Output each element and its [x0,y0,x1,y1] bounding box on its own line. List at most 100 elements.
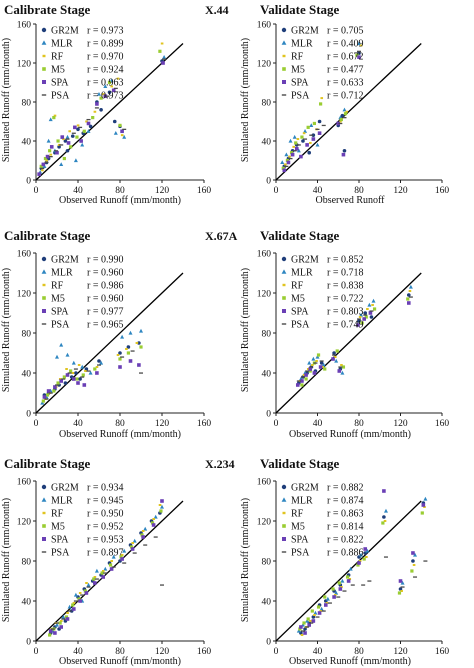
data-point [97,364,101,366]
x-tick-label: 0 [274,419,279,429]
data-point [75,377,79,381]
data-point [423,560,428,562]
data-point [338,587,343,591]
data-point [80,364,85,369]
data-point [397,591,402,595]
data-point [72,607,76,611]
data-point [340,370,345,375]
data-point [332,354,337,356]
data-point [86,582,91,587]
data-point [53,631,57,635]
data-point [81,373,85,377]
legend-r-value: r = 0.924 [87,65,123,76]
panel-1: Calibrate Stage Simulated Runoff (mm/mon… [1,2,211,206]
legend-marker [41,484,47,490]
data-point [311,356,316,361]
data-point [357,318,361,320]
data-point [363,311,368,315]
data-point [59,379,63,383]
data-point [305,143,309,147]
data-point [362,557,366,561]
legend-marker [42,537,46,541]
legend-label: RF [291,281,304,292]
data-point [44,398,49,400]
legend-r-value: r = 0.705 [327,26,363,37]
data-point [300,379,304,383]
data-point [60,135,65,139]
data-point [292,134,297,139]
data-point [340,113,345,118]
data-point [162,54,167,59]
data-point [383,520,387,522]
data-point [325,602,329,604]
legend-label: M5 [291,65,305,76]
data-point [125,348,128,350]
legend-marker [281,484,287,490]
data-point [319,361,324,365]
data-point [421,503,426,507]
data-point [118,123,122,127]
data-point [309,366,314,368]
data-point [45,154,50,159]
data-point [58,378,62,380]
data-point [160,42,164,45]
data-point [65,373,70,377]
x-tick-label: 120 [393,647,408,657]
data-point [346,579,351,583]
y-tick-label: 40 [22,138,32,148]
data-point [313,614,316,616]
y-tick-label: 40 [262,598,272,608]
data-point [66,141,71,145]
data-point [316,353,321,357]
data-point [359,552,364,557]
data-point [337,581,341,585]
legend-marker [282,309,286,313]
data-point [64,615,69,619]
data-point [357,319,361,323]
plot-area: 0 40 80 120 160 0 40 80 120 160 GR2M r = 0.882 MLR r … [257,478,450,658]
data-point [160,584,164,586]
data-point [301,139,305,143]
data-point [159,509,163,513]
data-point [39,164,43,168]
legend-r-value: r = 0.814 [327,522,363,533]
y-tick-label: 80 [22,558,32,568]
data-point [62,138,65,141]
legend-marker [41,497,47,502]
data-point [111,566,116,568]
data-point [137,363,141,367]
legend-label: M5 [291,294,305,305]
data-point [63,381,68,385]
data-point [356,323,360,327]
legend-label: PSA [291,91,310,102]
data-point [73,158,78,163]
y-tick-label: 120 [257,60,272,70]
data-point [65,617,70,621]
data-point [71,603,75,607]
data-point [88,124,93,129]
data-point [407,301,411,305]
data-point [309,123,314,127]
station-label: X.67A [205,229,238,243]
data-point [306,617,310,621]
panel-title: Validate Stage [260,2,340,17]
data-point [371,298,376,303]
data-point [71,372,75,374]
data-point [46,389,51,393]
data-point [65,352,70,357]
data-point [94,107,99,109]
data-point [310,609,314,613]
data-point [79,139,83,143]
legend-marker [282,296,286,300]
data-point [309,134,314,136]
data-point [383,508,388,513]
data-point [372,307,377,311]
data-point [340,586,343,588]
data-point [161,61,165,65]
data-point [337,369,342,373]
data-point [71,132,76,134]
legend-r-value: r = 0.960 [87,294,123,305]
data-point [336,596,341,598]
legend-marker [281,497,287,502]
